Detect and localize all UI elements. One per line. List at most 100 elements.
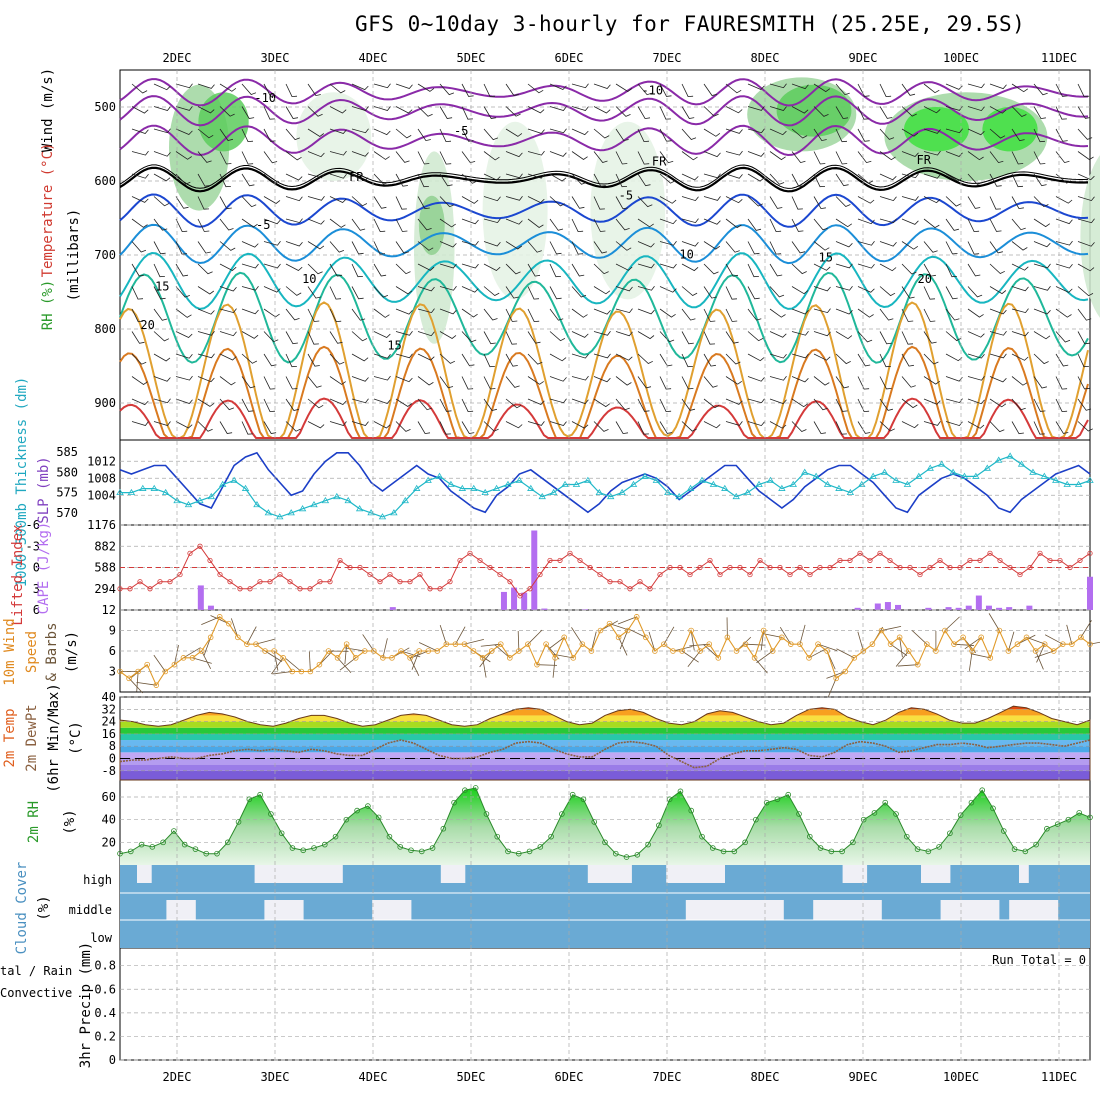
- side-label-slp: SLP (mb): [36, 456, 52, 523]
- wind-speed-point: [380, 655, 386, 661]
- wind-barb: [395, 218, 408, 232]
- wind-barb: [241, 376, 256, 389]
- wind-barb: [813, 308, 831, 314]
- thickness-point: [492, 484, 501, 491]
- wind-barb: [175, 173, 191, 185]
- wind-barb: [307, 173, 325, 179]
- rh-point: [117, 850, 123, 857]
- wind-barb: [879, 308, 894, 321]
- rh-point: [289, 845, 296, 851]
- rh-point: [925, 848, 932, 855]
- wind-barb: [879, 241, 897, 247]
- wind-barb: [1055, 376, 1068, 390]
- mid-cloud-gap: [264, 900, 304, 920]
- wind-barb: [725, 241, 740, 253]
- rh-point: [688, 807, 695, 814]
- wind-barb: [329, 83, 346, 94]
- wind-barb: [747, 353, 765, 362]
- wind-speed-point: [1078, 634, 1084, 641]
- wind-barb: [1077, 106, 1091, 119]
- lifted-index-point: [957, 564, 963, 571]
- thickness-point: [230, 476, 238, 483]
- wind-speed-point: [1069, 641, 1075, 647]
- wind-barb: [439, 331, 457, 339]
- wind-barb: [637, 308, 655, 315]
- wind-barb: [769, 196, 783, 209]
- lifted-index-point: [457, 557, 463, 564]
- surface-wind-barb: [255, 638, 276, 645]
- wind-barb: [703, 218, 721, 225]
- rh-point: [149, 844, 156, 850]
- rh-point: [257, 791, 263, 798]
- thickness-point: [972, 472, 980, 479]
- thickness-point: [937, 460, 946, 467]
- rh-point: [451, 799, 457, 806]
- wind-barb: [483, 218, 501, 224]
- wind-barb: [637, 241, 655, 248]
- rh-point: [515, 850, 522, 857]
- wind-barb: [131, 263, 145, 277]
- wind-barb: [1011, 83, 1029, 93]
- rh-area: [120, 787, 1090, 865]
- wind-barb: [615, 308, 633, 314]
- thickness-tick: 570: [56, 506, 78, 520]
- wind-barb: [593, 83, 611, 89]
- wind-barb: [681, 106, 695, 119]
- wind-barb: [373, 353, 391, 359]
- rh-point: [580, 796, 587, 803]
- lifted-index-point: [277, 571, 283, 578]
- wind-barb: [175, 106, 193, 111]
- wind-barb: [263, 263, 281, 269]
- wind-barb: [835, 106, 849, 120]
- surface-wind-barb: [591, 631, 597, 652]
- wind-barb: [901, 241, 919, 250]
- lifted-index-point: [377, 579, 383, 585]
- wind-barb: [307, 83, 321, 97]
- wind-barb: [505, 263, 521, 275]
- wind-barb: [1011, 263, 1029, 271]
- wind-barb: [659, 308, 676, 318]
- wind-barb: [1077, 421, 1093, 432]
- rh-point: [192, 846, 199, 852]
- wind-barb: [285, 196, 303, 202]
- wind-barb: [241, 263, 259, 269]
- wind-barb: [659, 196, 677, 204]
- wind-barb: [901, 218, 919, 225]
- wind-barb: [989, 398, 1007, 408]
- date-tick-bottom: 11DEC: [1041, 1070, 1077, 1084]
- wind-speed-point: [488, 648, 495, 654]
- surface-wind-barb: [308, 651, 311, 672]
- wind-barb: [1011, 353, 1029, 361]
- wind-barb: [373, 375, 391, 381]
- high-cloud-gap: [254, 865, 343, 883]
- lifted-index-point: [437, 586, 443, 592]
- high-cloud-gap: [842, 865, 868, 883]
- wind-speed-point: [497, 641, 504, 647]
- lifted-index-point: [217, 571, 223, 578]
- isotherm-label: 20: [918, 272, 932, 286]
- wind-barb: [593, 331, 611, 336]
- wind-barb: [307, 421, 325, 429]
- rh-point: [224, 839, 231, 846]
- surface-wind-barb: [827, 678, 837, 697]
- lifted-index-point: [707, 557, 713, 564]
- wind-barb: [483, 421, 499, 432]
- wind-barb: [571, 263, 585, 277]
- rh-point: [472, 785, 479, 791]
- wind-barb: [219, 286, 237, 292]
- lifted-index-point: [467, 550, 473, 556]
- wind-barb: [945, 128, 963, 134]
- wind-barb: [923, 421, 941, 426]
- wind-barb: [263, 173, 280, 184]
- wind-barb: [153, 331, 170, 342]
- wind-barb: [571, 128, 589, 136]
- panel-frame-precip: [119, 947, 1091, 1061]
- wind-barb: [681, 151, 698, 161]
- thickness-point: [241, 484, 250, 491]
- wind-barb: [1033, 308, 1051, 315]
- lifted-index-point: [187, 550, 193, 556]
- surface-wind-barb: [690, 630, 695, 651]
- wind-barb: [329, 308, 342, 323]
- lifted-index-point: [637, 579, 643, 585]
- rh-point: [311, 845, 317, 851]
